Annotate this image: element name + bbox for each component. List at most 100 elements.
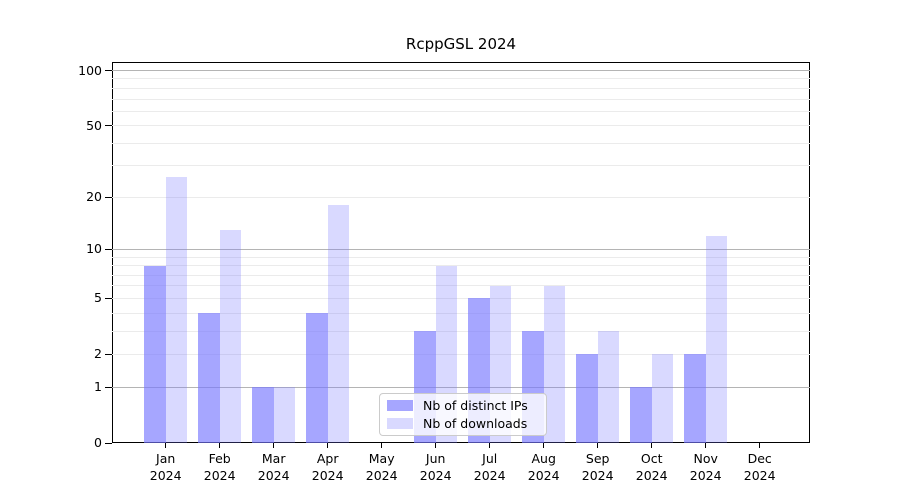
minor-gridline — [112, 87, 810, 89]
x-axis-tick — [705, 443, 707, 448]
bar-downloads-feb — [219, 230, 242, 443]
month-label: Aug — [531, 451, 556, 466]
legend-swatch-distinct-ips — [387, 400, 413, 411]
major-gridline — [112, 248, 810, 250]
bar-downloads-mar — [273, 387, 296, 443]
year-label: 2024 — [257, 468, 290, 483]
year-label: 2024 — [419, 468, 452, 483]
bar-downloads-apr — [327, 205, 350, 443]
legend-item-downloads: Nb of downloads — [387, 417, 538, 430]
year-label: 2024 — [365, 468, 398, 483]
minor-gridline — [112, 256, 810, 258]
x-axis-tick-label: Nov 2024 — [674, 450, 738, 484]
month-label: Oct — [640, 451, 663, 466]
year-label: 2024 — [473, 468, 506, 483]
minor-gridline — [112, 265, 810, 267]
minor-gridline — [112, 285, 810, 287]
bar-distinct-ips-mar — [252, 387, 274, 443]
x-axis-tick-label: Apr 2024 — [296, 450, 360, 484]
y-axis-tick — [105, 353, 112, 355]
x-axis-tick-label: May 2024 — [350, 450, 414, 484]
month-label: Jan — [156, 451, 176, 466]
x-axis-tick-label: Jan 2024 — [134, 450, 198, 484]
y-axis-tick — [105, 196, 112, 198]
year-label: 2024 — [527, 468, 560, 483]
bar-downloads-jan — [165, 177, 188, 443]
x-axis-tick-label: Mar 2024 — [242, 450, 306, 484]
month-label: Feb — [208, 451, 231, 466]
x-axis-tick-label: Feb 2024 — [188, 450, 252, 484]
y-axis-tick — [105, 70, 112, 72]
y-axis-tick — [105, 125, 112, 127]
minor-gridline — [112, 125, 810, 127]
y-axis-tick — [105, 248, 112, 250]
y-axis-tick — [105, 442, 112, 444]
x-axis-tick — [759, 443, 761, 448]
month-label: Apr — [316, 451, 339, 466]
y-axis-tick-label: 5 — [94, 290, 102, 306]
legend-label-downloads: Nb of downloads — [423, 416, 528, 431]
y-axis-tick-label: 50 — [86, 117, 102, 133]
y-axis-tick-label: 20 — [86, 189, 102, 205]
x-axis-tick — [651, 443, 653, 448]
bar-downloads-nov — [705, 236, 728, 443]
legend-label-distinct-ips: Nb of distinct IPs — [423, 398, 528, 413]
month-label: Sep — [585, 451, 610, 466]
month-label: Jun — [425, 451, 446, 466]
minor-gridline — [112, 312, 810, 314]
minor-gridline — [112, 110, 810, 112]
legend-item-distinct-ips: Nb of distinct IPs — [387, 399, 538, 412]
x-axis-tick-label: Oct 2024 — [620, 450, 684, 484]
year-label: 2024 — [635, 468, 668, 483]
y-axis-tick-label: 2 — [94, 346, 102, 362]
chart-title: RcppGSL 2024 — [405, 35, 517, 53]
x-axis-tick-label: Jun 2024 — [404, 450, 468, 484]
month-label: Jul — [482, 451, 498, 466]
minor-gridline — [112, 353, 810, 355]
year-label: 2024 — [311, 468, 344, 483]
x-axis-tick-label: Dec 2024 — [728, 450, 792, 484]
x-axis-tick-label: Jul 2024 — [458, 450, 522, 484]
year-label: 2024 — [149, 468, 182, 483]
minor-gridline — [112, 142, 810, 144]
x-axis-tick — [327, 443, 329, 448]
year-label: 2024 — [689, 468, 722, 483]
y-axis-tick — [105, 297, 112, 299]
bar-distinct-ips-apr — [306, 313, 328, 443]
month-label: Nov — [693, 451, 718, 466]
y-axis-tick-label: 100 — [78, 62, 102, 78]
minor-gridline — [112, 165, 810, 167]
x-axis-tick — [543, 443, 545, 448]
legend: Nb of distinct IPs Nb of downloads — [379, 393, 547, 436]
minor-gridline — [112, 196, 810, 198]
minor-gridline — [112, 78, 810, 80]
legend-swatch-downloads — [387, 418, 413, 429]
bar-downloads-sep — [597, 331, 620, 443]
bar-distinct-ips-sep — [576, 354, 598, 443]
major-gridline — [112, 70, 810, 72]
y-axis-tick-label: 1 — [94, 379, 102, 395]
x-axis-tick — [489, 443, 491, 448]
bar-downloads-oct — [651, 354, 674, 443]
x-axis-tick-label: Aug 2024 — [512, 450, 576, 484]
year-label: 2024 — [581, 468, 614, 483]
month-label: Mar — [261, 451, 286, 466]
month-label: May — [368, 451, 395, 466]
bar-distinct-ips-nov — [684, 354, 706, 443]
bar-distinct-ips-oct — [630, 387, 652, 443]
year-label: 2024 — [743, 468, 776, 483]
month-label: Dec — [747, 451, 772, 466]
x-axis-tick-label: Sep 2024 — [566, 450, 630, 484]
y-axis-tick-label: 10 — [86, 241, 102, 257]
minor-gridline — [112, 297, 810, 299]
year-label: 2024 — [203, 468, 236, 483]
x-axis-tick — [435, 443, 437, 448]
y-axis-tick — [105, 386, 112, 388]
bar-distinct-ips-jan — [144, 265, 166, 443]
minor-gridline — [112, 98, 810, 100]
x-axis-tick — [597, 443, 599, 448]
x-axis-tick — [219, 443, 221, 448]
minor-gridline — [112, 274, 810, 276]
major-gridline — [112, 386, 810, 388]
